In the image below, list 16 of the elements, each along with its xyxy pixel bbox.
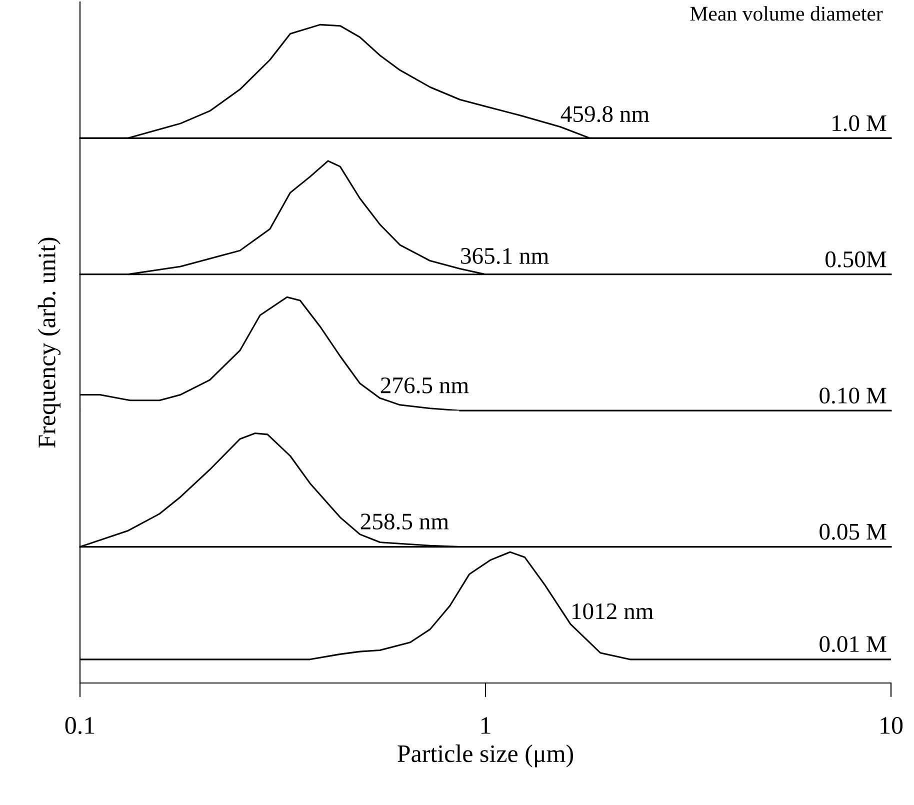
series-label: 0.01 M (820, 636, 886, 652)
x-tick-label: 1 (481, 717, 490, 734)
series-label: 0.10 M (820, 388, 886, 404)
series-label: 0.05 M (820, 524, 886, 540)
annotation: 258.5 nm (360, 514, 449, 530)
series-label: 1.0 M (832, 115, 886, 132)
text: Mean volume diameter (690, 6, 883, 21)
series-label: 0.50M (826, 251, 886, 268)
x-tick-label: 0.1 (65, 717, 94, 734)
annotation: 365.1 nm (461, 248, 549, 264)
x-axis-title: Particle size (μm) (398, 744, 574, 768)
annotation: 459.8 nm (560, 106, 650, 122)
annotation: 276.5 nm (380, 377, 469, 394)
x-tick-label: 10 (880, 717, 903, 734)
y-axis-title: Frequency (arb. unit) (38, 238, 61, 448)
annotation: 1012 nm (572, 603, 654, 620)
